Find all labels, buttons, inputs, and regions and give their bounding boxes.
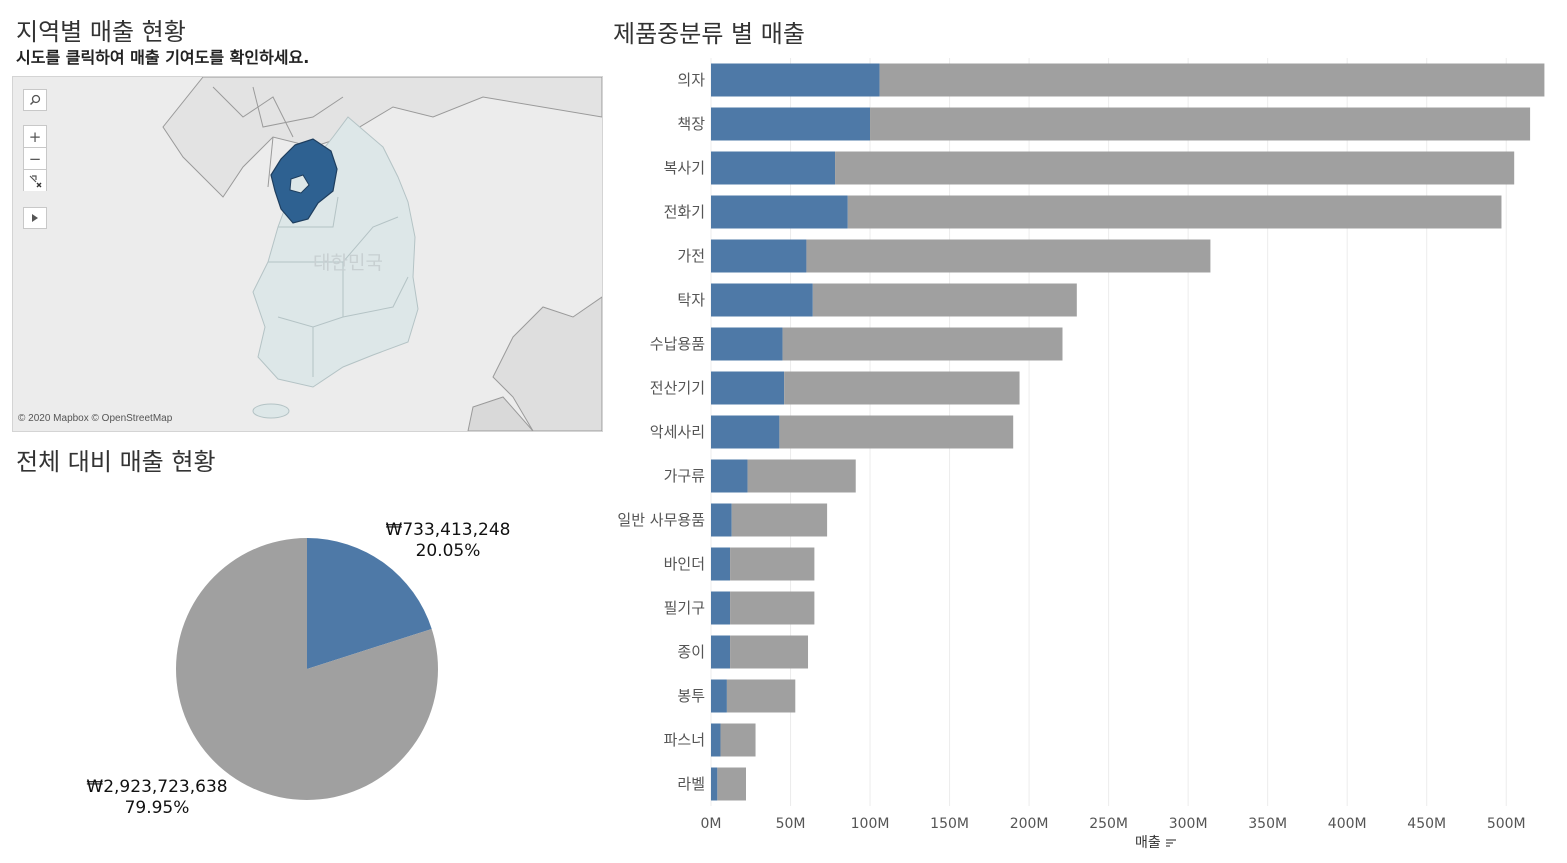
bar-selected-region[interactable] (711, 63, 880, 97)
pie-title: 전체 대비 매출 현황 (16, 448, 216, 476)
y-category-label: 일반 사무용품 (617, 511, 705, 529)
region-map[interactable]: 대한민국 + − © 2020 Mapbox © OpenStreetMap (12, 76, 603, 432)
pie-label-selected: ₩733,413,248 20.05% (384, 520, 512, 562)
pie-percent-selected: 20.05% (415, 541, 481, 561)
y-category-label: 복사기 (664, 159, 705, 177)
bar-selected-region[interactable] (711, 415, 780, 449)
bar-other-regions[interactable] (730, 547, 815, 581)
bar-selected-region[interactable] (711, 459, 748, 493)
x-tick-label: 250M (1089, 816, 1128, 832)
bar-other-regions[interactable] (879, 63, 1545, 97)
bar-other-regions[interactable] (747, 459, 856, 493)
x-tick-label: 350M (1248, 816, 1287, 832)
bar-other-regions[interactable] (806, 239, 1211, 273)
x-axis-label: 매출 (1135, 835, 1161, 851)
map-subtitle: 시도를 클릭하여 매출 기여도를 확인하세요. (16, 48, 310, 67)
bar-selected-region[interactable] (711, 591, 731, 625)
x-tick-label: 450M (1407, 816, 1446, 832)
sort-icon[interactable] (1165, 838, 1177, 848)
bar-other-regions[interactable] (779, 415, 1014, 449)
zoom-out-icon[interactable]: − (23, 147, 47, 169)
bar-other-regions[interactable] (812, 283, 1077, 317)
country-label: 대한민국 (313, 252, 383, 274)
bar-other-regions[interactable] (782, 327, 1063, 361)
bar-selected-region[interactable] (711, 679, 727, 713)
bar-selected-region[interactable] (711, 195, 848, 229)
y-category-label: 전화기 (664, 203, 705, 221)
y-category-label: 수납용품 (650, 335, 705, 353)
x-tick-label: 50M (776, 816, 806, 832)
bar-selected-region[interactable] (711, 151, 836, 185)
x-tick-label: 150M (930, 816, 969, 832)
y-category-label: 악세사리 (650, 423, 705, 441)
zoom-in-icon[interactable]: + (23, 125, 47, 147)
y-category-label: 봉투 (677, 687, 705, 705)
bar-selected-region[interactable] (711, 635, 731, 669)
bar-selected-region[interactable] (711, 767, 718, 801)
bar-selected-region[interactable] (711, 283, 813, 317)
x-tick-label: 300M (1169, 816, 1208, 832)
bar-selected-region[interactable] (711, 503, 732, 537)
bar-other-regions[interactable] (730, 635, 809, 669)
y-category-label: 가구류 (664, 467, 706, 485)
x-tick-label: 100M (851, 816, 890, 832)
map-attribution: © 2020 Mapbox © OpenStreetMap (18, 413, 173, 424)
bar-other-regions[interactable] (784, 371, 1020, 405)
search-icon[interactable] (23, 89, 47, 111)
y-category-label: 바인더 (664, 555, 705, 573)
bar-selected-region[interactable] (711, 239, 807, 273)
pie-value-rest: ₩2,923,723,638 (86, 777, 228, 797)
y-category-label: 종이 (677, 643, 705, 661)
x-axis-title: 매출 (1135, 832, 1177, 852)
pie-chart (176, 538, 438, 800)
bar-selected-region[interactable] (711, 327, 783, 361)
pie-label-rest: ₩2,923,723,638 79.95% (86, 777, 228, 819)
bar-chart-title: 제품중분류 별 매출 (613, 20, 805, 48)
bar-other-regions[interactable] (835, 151, 1515, 185)
y-category-label: 가전 (677, 247, 705, 265)
y-category-label: 탁자 (677, 291, 705, 309)
bar-other-regions[interactable] (717, 767, 746, 801)
pie-value-selected: ₩733,413,248 (385, 520, 511, 540)
pie-slice-selected[interactable] (307, 538, 432, 669)
bar-other-regions[interactable] (726, 679, 796, 713)
y-category-label: 전산기기 (650, 379, 705, 397)
y-category-label: 책장 (677, 115, 705, 133)
expand-arrow-icon[interactable] (23, 207, 47, 229)
bar-other-regions[interactable] (730, 591, 815, 625)
x-tick-label: 200M (1010, 816, 1049, 832)
map-canvas[interactable]: 대한민국 (13, 77, 602, 431)
y-category-label: 파스너 (664, 731, 705, 749)
x-tick-label: 0M (701, 816, 722, 832)
bar-selected-region[interactable] (711, 107, 871, 141)
bar-selected-region[interactable] (711, 547, 731, 581)
pin-reset-icon[interactable] (23, 169, 47, 191)
pie-slice-rest[interactable] (176, 538, 438, 800)
bar-selected-region[interactable] (711, 723, 721, 757)
pie-percent-rest: 79.95% (124, 798, 190, 818)
bar-other-regions[interactable] (847, 195, 1502, 229)
y-category-label: 라벨 (677, 775, 705, 793)
y-category-label: 필기구 (664, 599, 705, 617)
bar-other-regions[interactable] (731, 503, 828, 537)
y-category-label: 의자 (677, 71, 705, 89)
bar-other-regions[interactable] (720, 723, 756, 757)
map-title: 지역별 매출 현황 (16, 18, 186, 46)
x-tick-label: 500M (1487, 816, 1526, 832)
bar-selected-region[interactable] (711, 371, 785, 405)
x-tick-label: 400M (1328, 816, 1367, 832)
bar-other-regions[interactable] (870, 107, 1531, 141)
